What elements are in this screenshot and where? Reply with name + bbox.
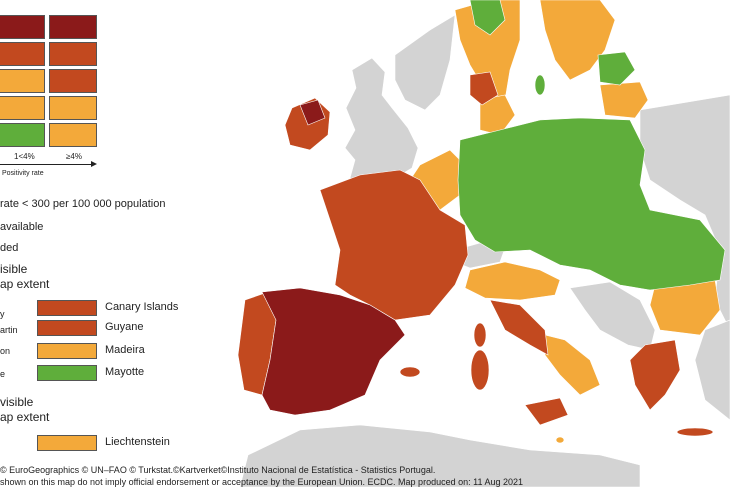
legend-cell-r0-c1 xyxy=(49,15,97,39)
swatch-canary-islands xyxy=(37,300,97,316)
region-orange-italy-south xyxy=(544,334,601,396)
outermost-fragment-2: artin xyxy=(0,325,18,335)
outermost-fragment-3: on xyxy=(0,346,11,356)
swatch-liechtenstein xyxy=(37,435,97,451)
region-darkred-spain xyxy=(261,287,406,416)
outermost-fragment-4: e xyxy=(0,369,6,379)
region-red-greece xyxy=(629,339,681,411)
legend-cell-r1-c1 xyxy=(49,42,97,66)
region-red-denmark xyxy=(469,71,499,106)
legend-cell-r1-c0 xyxy=(0,42,45,66)
legend-axis-arrow xyxy=(0,164,92,165)
label-mayotte: Mayotte xyxy=(105,366,145,378)
legend-line-2: available xyxy=(0,221,44,233)
outermost-fragment-1: y xyxy=(0,309,5,319)
region-orange-italy-north xyxy=(464,261,561,301)
region-red-italy xyxy=(489,299,549,356)
legend-cell-r4-c1 xyxy=(49,123,97,147)
swatch-madeira xyxy=(37,343,97,359)
region-green-latvia xyxy=(597,51,636,86)
footer-copyright: © EuroGeographics © UN–FAO © Turkstat.©K… xyxy=(0,465,436,475)
label-liechtenstein: Liechtenstein xyxy=(105,436,170,448)
legend-line-3: ded xyxy=(0,242,19,254)
non-visible-heading-1: visible xyxy=(0,395,34,409)
footer-disclaimer: shown on this map do not imply official … xyxy=(0,477,523,487)
region-red-crete xyxy=(676,427,714,437)
swatch-guyane xyxy=(37,320,97,336)
region-grey-north-africa xyxy=(239,424,641,487)
region-red-france xyxy=(319,169,469,321)
region-orange-finland xyxy=(539,0,616,81)
region-red-sardinia xyxy=(470,349,490,391)
region-darkred-northern-ireland xyxy=(299,99,326,126)
legend-cell-r2-c1 xyxy=(49,69,97,93)
legend-cell-r2-c0 xyxy=(0,69,45,93)
label-guyane: Guyane xyxy=(105,321,144,333)
region-orange-baltics xyxy=(599,81,649,119)
swatch-mayotte xyxy=(37,365,97,381)
legend-col-high-label: ≥4% xyxy=(66,152,82,161)
region-grey-balkans xyxy=(569,281,656,351)
region-red-corsica xyxy=(473,322,487,348)
non-visible-heading-2: ap extent xyxy=(0,410,50,424)
legend-axis-arrowhead xyxy=(91,161,97,167)
region-grey-norway xyxy=(394,14,456,111)
outermost-heading-1: isible xyxy=(0,262,28,276)
region-green-central xyxy=(457,117,726,291)
legend-col-low-label: 1<4% xyxy=(14,152,35,161)
region-red-sicily xyxy=(524,397,569,426)
legend-cell-r4-c0 xyxy=(0,123,45,147)
legend-cell-r3-c0 xyxy=(0,96,45,120)
region-green-gotland xyxy=(534,74,546,96)
label-canary-islands: Canary Islands xyxy=(105,301,179,313)
legend-cell-r0-c0 xyxy=(0,15,45,39)
region-red-balearic xyxy=(399,366,421,378)
region-orange-malta xyxy=(555,436,565,444)
label-madeira: Madeira xyxy=(105,344,145,356)
legend-line-1: rate < 300 per 100 000 population xyxy=(0,198,166,210)
region-grey-turkey xyxy=(694,319,730,421)
region-green-sweden-north xyxy=(469,0,506,36)
outermost-heading-2: ap extent xyxy=(0,277,50,291)
legend-cell-r3-c1 xyxy=(49,96,97,120)
region-orange-nordic-south xyxy=(479,94,516,136)
legend-axis-label: Positivity rate xyxy=(2,170,44,177)
